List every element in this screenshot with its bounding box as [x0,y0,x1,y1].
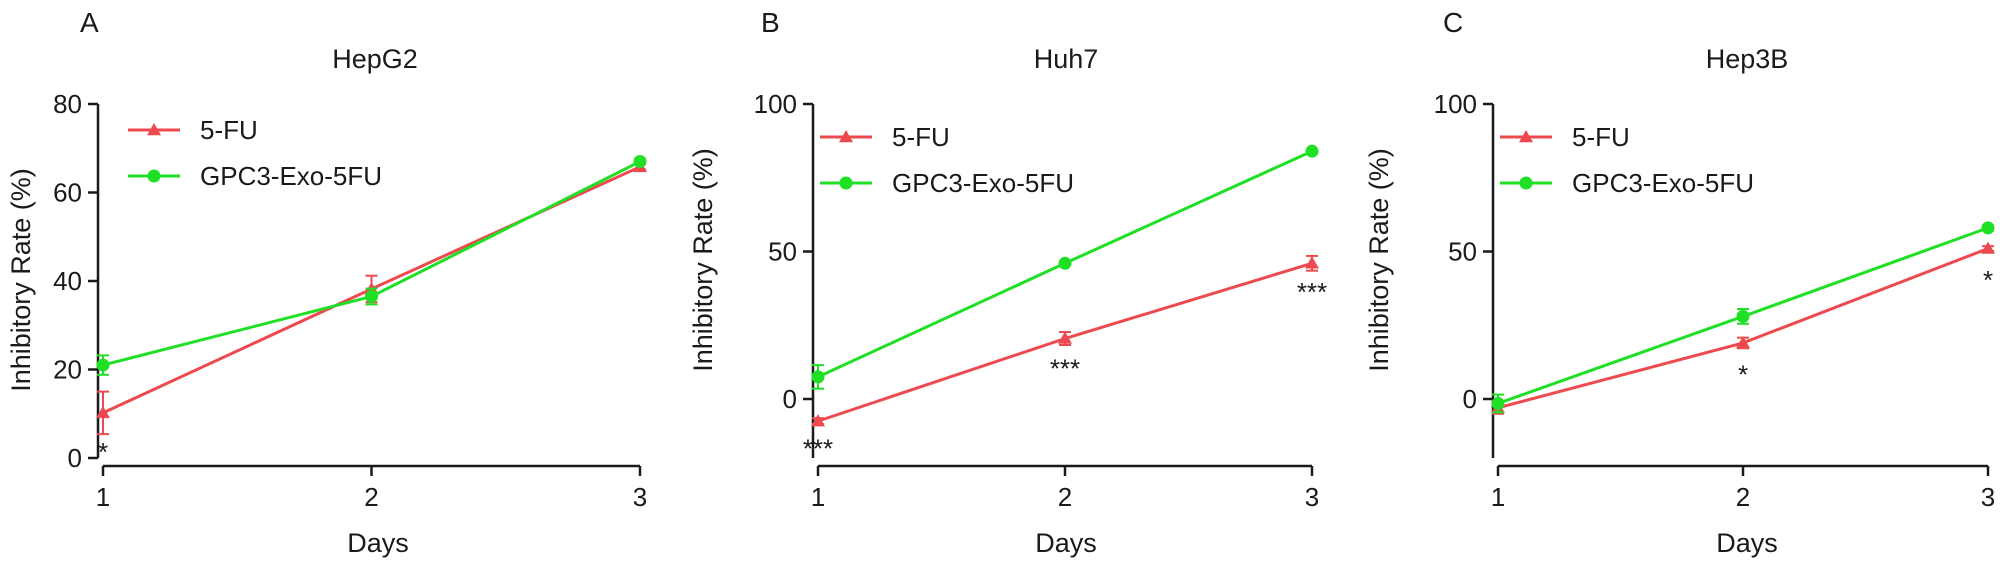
data-point [1305,144,1319,158]
x-tick-label: 3 [1981,482,1995,512]
x-tick-label: 3 [633,482,647,512]
data-point [811,414,825,427]
legend-marker [839,130,853,143]
y-tick-label: 40 [53,266,82,296]
significance-label: *** [1050,354,1080,384]
data-point [1058,331,1072,344]
y-tick-label: 50 [1448,237,1477,267]
significance-label: *** [803,433,833,463]
y-tick-label: 60 [53,178,82,208]
legend: 5-FU GPC3-Exo-5FU [1500,122,1754,198]
y-tick-label: 20 [53,355,82,385]
chart-title: Huh7 [1034,44,1099,74]
series-line [102,160,641,367]
data-point [96,358,110,372]
data-point [1305,256,1319,269]
x-tick-label: 3 [1305,482,1319,512]
chart-panel-a: A HepG2 0 20 40 60 80 Inhibitory Rate (%) 1 2 3 Day… [6,7,647,558]
x-tick-label: 1 [1491,482,1505,512]
data-point [1736,335,1750,349]
data-point [1736,309,1750,323]
legend-marker [1519,176,1533,190]
data-point [365,289,378,303]
legend-marker [839,176,853,190]
significance-label: *** [1297,277,1327,307]
y-tick-label: 100 [754,89,797,119]
legend: 5-FU GPC3-Exo-5FU [820,122,1074,198]
data-point [811,370,825,384]
x-axis-title: Days [1035,528,1097,558]
series-5-fu [1491,241,1995,415]
panel-label: B [761,7,780,38]
legend: 5-FU GPC3-Exo-5FU [128,115,382,191]
legend-marker [1519,130,1533,143]
legend-label: 5-FU [892,122,950,152]
series-gpc3-exo-5fu [96,155,647,376]
data-point [1491,396,1505,410]
x-tick-label: 2 [364,482,378,512]
legend-label: GPC3-Exo-5FU [1572,168,1754,198]
significance-label: * [1983,265,1993,295]
legend-label: 5-FU [1572,122,1630,152]
series-5-fu [811,254,1319,427]
significance-label: * [1738,360,1748,390]
data-point [633,155,647,169]
legend-label: GPC3-Exo-5FU [892,168,1074,198]
chart-title: Hep3B [1706,44,1789,74]
panel-label: C [1443,7,1463,38]
data-point [96,405,110,419]
chart-title: HepG2 [332,44,418,74]
y-axis-title: Inhibitory Rate (%) [6,168,36,392]
series-gpc3-exo-5fu [1491,221,1995,414]
chart-panel-b: B Huh7 0 50 100 Inhibitory Rate (%) 1 2 3 Days ***… [688,7,1327,558]
y-tick-label: 0 [1463,384,1477,414]
legend-label: GPC3-Exo-5FU [200,161,382,191]
series-gpc3-exo-5fu [811,144,1319,390]
y-tick-label: 0 [783,384,797,414]
x-tick-label: 2 [1058,482,1072,512]
legend-marker [147,123,161,136]
panel-label: A [80,7,99,38]
legend-marker [147,169,161,183]
data-point [1981,241,1995,254]
y-tick-label: 80 [53,89,82,119]
y-tick-label: 0 [68,443,82,473]
x-tick-label: 1 [811,482,825,512]
data-point [1981,221,1995,235]
data-point [1058,256,1072,270]
y-tick-label: 50 [768,237,797,267]
x-tick-label: 1 [96,482,110,512]
x-axis-title: Days [347,528,409,558]
chart-panel-c: C Hep3B 0 50 100 Inhibitory Rate (%) 1 2 3 Days * *… [1364,7,1995,558]
x-axis-title: Days [1716,528,1778,558]
legend-label: 5-FU [200,115,258,145]
y-tick-label: 100 [1434,89,1477,119]
y-axis-title: Inhibitory Rate (%) [1364,148,1394,372]
significance-label: * [98,437,108,467]
x-tick-label: 2 [1736,482,1750,512]
y-axis-title: Inhibitory Rate (%) [688,148,718,372]
